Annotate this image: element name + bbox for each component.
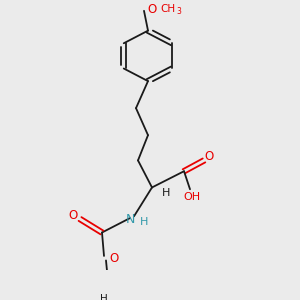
Text: OH: OH: [183, 192, 201, 202]
Text: H: H: [100, 294, 108, 300]
Text: O: O: [68, 209, 78, 222]
Text: 3: 3: [177, 7, 182, 16]
Text: O: O: [110, 252, 118, 265]
Text: O: O: [147, 2, 157, 16]
Text: O: O: [204, 150, 214, 163]
Text: H: H: [162, 188, 170, 198]
Text: N: N: [125, 213, 135, 226]
Text: CH: CH: [160, 4, 175, 14]
Text: H: H: [140, 217, 148, 227]
